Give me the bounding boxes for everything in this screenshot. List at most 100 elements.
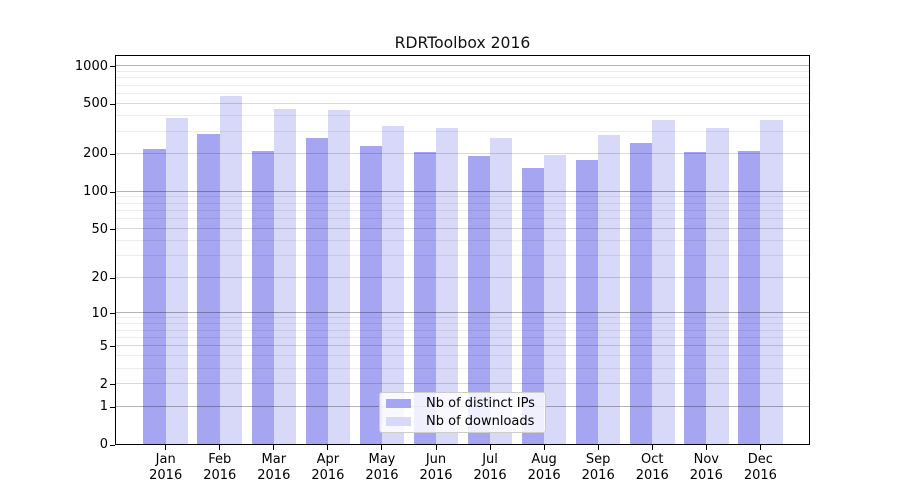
bar-jan-downloads	[165, 118, 188, 444]
bar-may-distinct-ips	[359, 145, 382, 444]
gridline-2	[116, 383, 809, 385]
x-tick-mark-jul	[489, 445, 491, 450]
legend: Nb of distinct IPs Nb of downloads	[379, 392, 546, 433]
bar-jul-downloads	[490, 137, 513, 444]
bar-jan-distinct-ips	[143, 149, 166, 444]
gridline-80	[116, 202, 809, 204]
y-tick-label-20: 20	[91, 270, 108, 286]
bar-apr-distinct-ips	[305, 138, 328, 444]
x-tick-label-may: May 2016	[365, 452, 399, 483]
x-tick-mark-aug	[543, 445, 545, 450]
x-tick-label-dec: Dec 2016	[743, 452, 777, 483]
gridline-7	[116, 329, 809, 331]
y-tick-mark-100	[110, 191, 115, 193]
legend-label-downloads: Nb of downloads	[426, 413, 535, 429]
gridline-600	[116, 92, 809, 94]
x-tick-label-mar: Mar 2016	[257, 452, 291, 483]
bar-jul-distinct-ips	[467, 156, 491, 444]
gridline-200	[116, 152, 809, 154]
y-tick-label-10: 10	[91, 305, 108, 321]
y-tick-mark-10	[110, 313, 115, 315]
bar-mar-distinct-ips	[251, 151, 274, 444]
bar-may-downloads	[381, 125, 405, 444]
bar-dec-distinct-ips	[738, 151, 761, 444]
bar-feb-distinct-ips	[197, 133, 220, 444]
bar-sep-distinct-ips	[575, 160, 599, 444]
bar-jun-distinct-ips	[413, 151, 436, 444]
x-tick-label-apr: Apr 2016	[311, 452, 345, 483]
gridline-30	[116, 255, 809, 257]
x-tick-mark-may	[381, 445, 383, 450]
gridline-900	[116, 70, 809, 72]
chart-title: RDRToolbox 2016	[394, 34, 531, 52]
x-tick-mark-mar	[273, 445, 275, 450]
bar-dec-downloads	[760, 119, 783, 444]
bar-oct-downloads	[652, 119, 675, 444]
gridline-300	[116, 130, 809, 132]
y-tick-mark-1000	[110, 66, 115, 67]
y-tick-mark-1	[110, 406, 115, 408]
gridline-400	[116, 115, 809, 117]
y-tick-label-1: 1	[99, 399, 108, 415]
gridline-100	[116, 190, 809, 192]
gridline-4	[116, 355, 809, 357]
bar-mar-downloads	[273, 108, 297, 444]
gridline-6	[116, 336, 809, 338]
bar-nov-downloads	[706, 128, 729, 444]
gridline-9	[116, 317, 809, 319]
bar-feb-downloads	[219, 96, 243, 444]
bar-sep-downloads	[598, 134, 621, 444]
gridline-1000	[116, 65, 809, 66]
x-tick-label-nov: Nov 2016	[689, 452, 723, 483]
bar-apr-downloads	[327, 110, 351, 444]
x-tick-mark-jan	[165, 445, 167, 450]
x-tick-label-jul: Jul 2016	[473, 452, 507, 483]
gridline-60	[116, 218, 809, 220]
y-tick-mark-200	[110, 153, 115, 155]
bar-oct-distinct-ips	[629, 142, 653, 444]
legend-entry-distinct-ips: Nb of distinct IPs	[386, 397, 545, 410]
x-tick-label-oct: Oct 2016	[635, 452, 669, 483]
x-tick-mark-nov	[705, 445, 707, 450]
x-tick-label-aug: Aug 2016	[527, 452, 561, 483]
gridline-40	[116, 240, 809, 242]
y-tick-label-50: 50	[91, 221, 108, 237]
y-tick-mark-50	[110, 229, 115, 231]
gridline-70	[116, 209, 809, 211]
x-tick-mark-sep	[597, 445, 599, 450]
bar-nov-distinct-ips	[684, 152, 707, 444]
x-tick-mark-apr	[327, 445, 329, 450]
x-tick-label-feb: Feb 2016	[203, 452, 237, 483]
x-tick-mark-feb	[219, 445, 221, 450]
legend-entry-downloads: Nb of downloads	[386, 415, 545, 428]
x-tick-label-jan: Jan 2016	[149, 452, 183, 483]
gridline-10	[116, 312, 809, 314]
y-tick-mark-2	[110, 384, 115, 386]
x-tick-mark-oct	[651, 445, 653, 450]
plot-area: Nb of distinct IPs Nb of downloads	[115, 55, 810, 445]
y-tick-mark-500	[110, 103, 115, 105]
y-tick-label-0: 0	[99, 437, 108, 452]
y-tick-label-500: 500	[83, 96, 108, 112]
y-tick-label-100: 100	[83, 184, 108, 200]
y-tick-label-1000: 1000	[74, 58, 108, 74]
gridline-3	[116, 367, 809, 369]
gridline-20	[116, 276, 809, 278]
x-tick-mark-dec	[759, 445, 761, 450]
gridline-8	[116, 323, 809, 325]
y-tick-mark-5	[110, 346, 115, 348]
bar-aug-downloads	[544, 154, 567, 444]
gridline-800	[116, 77, 809, 79]
plot-layers	[116, 56, 809, 444]
gridline-90	[116, 196, 809, 198]
y-tick-label-200: 200	[83, 146, 108, 162]
gridline-500	[116, 102, 809, 104]
legend-swatch-distinct-ips	[386, 399, 411, 409]
bar-jun-downloads	[436, 128, 459, 444]
gridline-5	[116, 345, 809, 347]
legend-swatch-downloads	[386, 416, 411, 426]
gridline-700	[116, 84, 809, 86]
bar-aug-distinct-ips	[521, 168, 545, 444]
legend-label-distinct-ips: Nb of distinct IPs	[426, 396, 535, 412]
